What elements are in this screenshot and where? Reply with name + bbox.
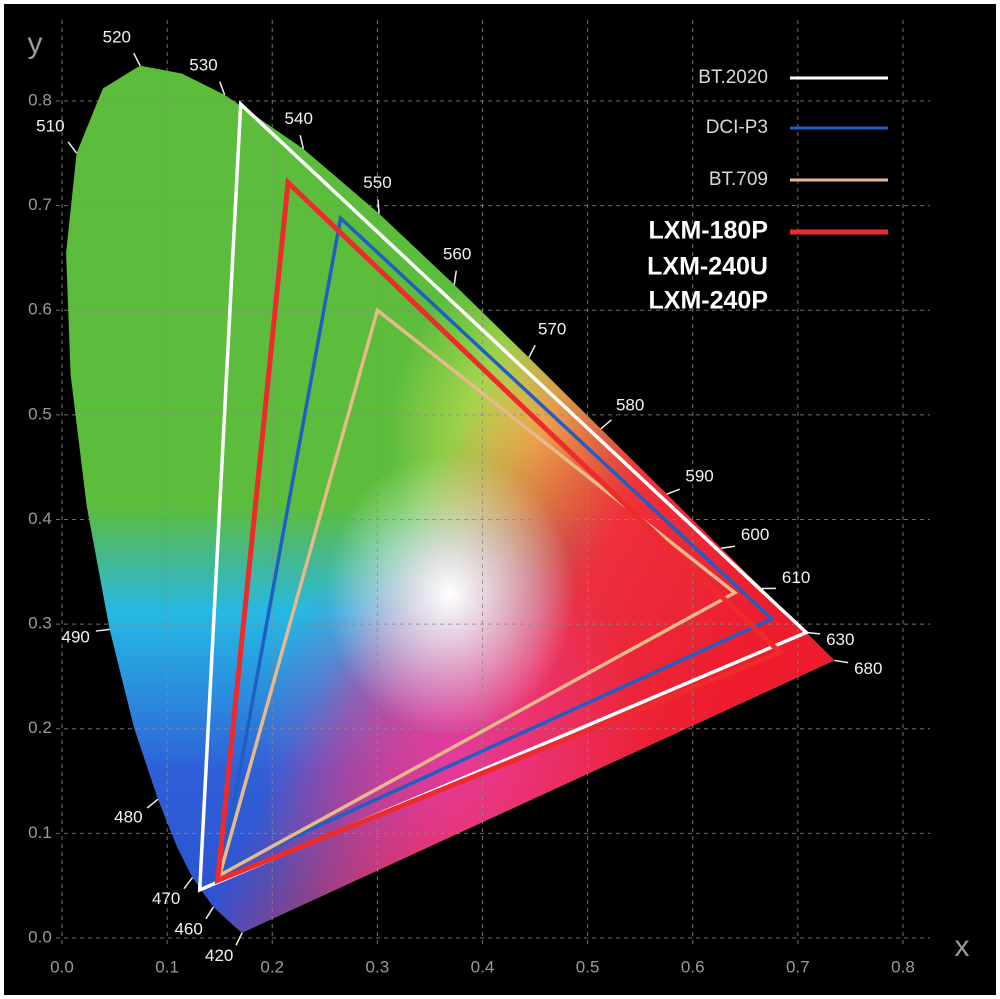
wavelength-tick	[235, 932, 243, 946]
y-tick-label: 0.2	[28, 718, 52, 737]
x-tick-label: 0.2	[260, 957, 284, 976]
legend-label: LXM-240P	[649, 287, 768, 315]
y-tick-label: 0.4	[28, 509, 52, 528]
gamut-triangle	[219, 214, 775, 873]
y-axis-label: y	[28, 27, 43, 60]
wavelength-label: 550	[363, 173, 391, 192]
wavelength-tick	[67, 141, 78, 154]
legend-label: LXM-240U	[647, 253, 768, 281]
wavelength-label: 580	[616, 395, 644, 414]
wavelength-label: 630	[826, 630, 854, 649]
wavelength-label: 460	[174, 919, 202, 938]
wavelength-tick	[721, 545, 736, 550]
x-tick-label: 0.0	[50, 957, 74, 976]
legend-label: BT.2020	[698, 67, 768, 88]
wavelength-tick	[528, 344, 536, 358]
legend-label: DCI-P3	[706, 117, 768, 138]
y-tick-label: 0.0	[28, 927, 52, 946]
wavelength-label: 570	[538, 319, 566, 338]
wavelength-tick	[299, 135, 305, 149]
wavelength-tick	[95, 628, 110, 632]
gamut-triangle	[197, 100, 810, 893]
wavelength-tick	[183, 877, 194, 890]
x-tick-label: 0.4	[471, 957, 495, 976]
wavelength-label: 510	[36, 117, 64, 136]
x-tick-label: 0.3	[366, 957, 390, 976]
wavelength-tick	[133, 52, 141, 66]
x-tick-label: 0.1	[155, 957, 179, 976]
x-tick-label: 0.6	[681, 957, 705, 976]
wavelength-label: 540	[285, 109, 313, 128]
wavelength-tick	[666, 488, 681, 495]
wavelength-label: 490	[61, 627, 89, 646]
wavelength-label: 420	[205, 946, 233, 965]
wavelength-label: 600	[741, 525, 769, 544]
y-tick-label: 0.5	[28, 404, 52, 423]
y-tick-label: 0.1	[28, 823, 52, 842]
wavelength-label: 470	[152, 889, 180, 908]
y-tick-label: 0.8	[28, 90, 52, 109]
wavelength-tick	[834, 659, 849, 664]
x-tick-label: 0.8	[891, 957, 915, 976]
x-axis-label: x	[955, 930, 970, 963]
wavelength-tick	[600, 419, 612, 430]
wavelength-tick	[453, 270, 458, 285]
wavelength-label: 480	[114, 807, 142, 826]
y-tick-label: 0.3	[28, 614, 52, 633]
wavelength-tick	[219, 81, 226, 96]
wavelength-tick	[205, 906, 215, 920]
wavelength-tick	[146, 798, 159, 809]
wavelength-label: 520	[103, 27, 131, 46]
wavelength-label: 560	[443, 244, 471, 263]
wavelength-label: 680	[854, 659, 882, 678]
wavelength-label: 590	[685, 467, 713, 486]
gamut-triangle	[214, 177, 785, 885]
x-tick-label: 0.7	[786, 957, 810, 976]
legend-label: BT.709	[709, 169, 768, 190]
wavelength-tick	[377, 199, 380, 214]
gamut-triangle	[216, 307, 738, 879]
x-tick-label: 0.5	[576, 957, 600, 976]
y-tick-label: 0.6	[28, 300, 52, 319]
legend-label: LXM-180P	[649, 217, 768, 245]
y-tick-label: 0.7	[28, 195, 52, 214]
wavelength-label: 530	[189, 56, 217, 75]
wavelength-label: 610	[782, 568, 810, 587]
